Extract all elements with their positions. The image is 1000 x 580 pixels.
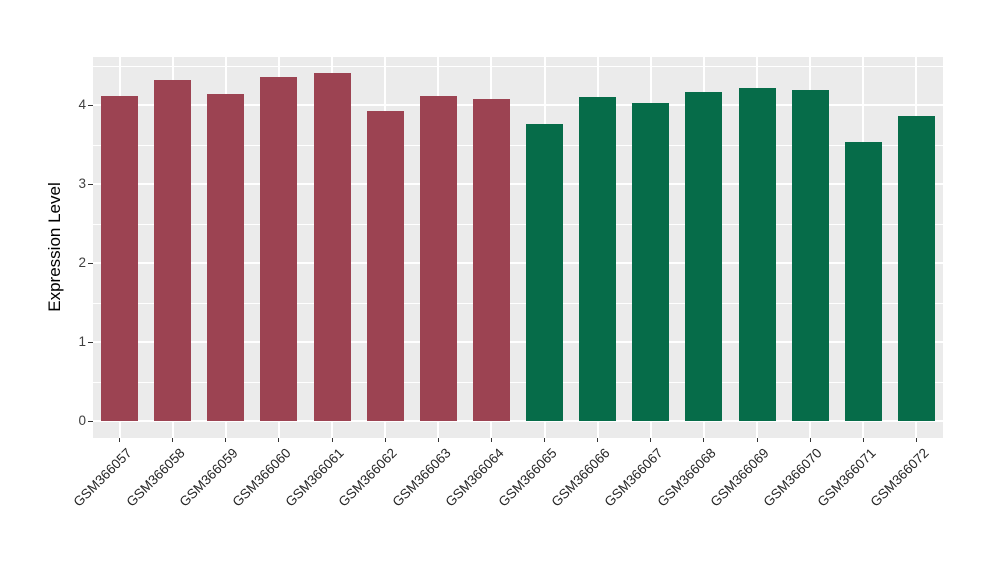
y-tick-label: 3: [78, 176, 86, 191]
x-tick: [703, 438, 705, 442]
bar: [154, 79, 192, 421]
minor-gridline: [93, 302, 943, 304]
x-tick: [172, 438, 174, 442]
bar: [632, 103, 670, 421]
y-tick-label: 1: [78, 334, 86, 349]
x-tick: [544, 438, 546, 442]
x-tick: [225, 438, 227, 442]
x-tick: [597, 438, 599, 442]
bar: [844, 142, 882, 421]
bar: [472, 98, 510, 421]
x-tick: [809, 438, 811, 442]
major-gridline: [93, 104, 943, 106]
bar: [207, 93, 245, 421]
x-tick: [650, 438, 652, 442]
y-tick-label: 4: [78, 97, 86, 112]
major-gridline: [93, 341, 943, 343]
bar: [897, 116, 935, 421]
x-tick: [490, 438, 492, 442]
x-tick: [437, 438, 439, 442]
minor-gridline: [93, 144, 943, 146]
bar: [685, 91, 723, 421]
bar: [260, 77, 298, 421]
y-tick: [88, 104, 93, 106]
x-tick: [756, 438, 758, 442]
x-tick: [278, 438, 280, 442]
x-tick: [119, 438, 121, 442]
major-gridline: [93, 262, 943, 264]
minor-gridline: [93, 65, 943, 67]
y-tick: [88, 183, 93, 185]
bar: [526, 123, 564, 421]
y-axis-title: Expression Level: [45, 182, 64, 312]
bar: [579, 97, 617, 421]
x-tick: [915, 438, 917, 442]
y-tick: [88, 420, 93, 422]
y-tick: [88, 341, 93, 343]
y-tick: [88, 262, 93, 264]
x-tick: [862, 438, 864, 442]
plot-panel: [93, 57, 943, 438]
x-tick: [384, 438, 386, 442]
x-tick: [331, 438, 333, 442]
y-tick-label: 2: [78, 255, 86, 270]
minor-gridline: [93, 223, 943, 225]
bar: [738, 88, 776, 421]
major-gridline: [93, 183, 943, 185]
bar: [101, 95, 139, 421]
bar: [366, 111, 404, 421]
y-tick-label: 0: [78, 413, 86, 428]
major-gridline: [93, 420, 943, 422]
bar: [313, 73, 351, 421]
bar: [791, 89, 829, 421]
bar: [419, 95, 457, 421]
minor-gridline: [93, 381, 943, 383]
